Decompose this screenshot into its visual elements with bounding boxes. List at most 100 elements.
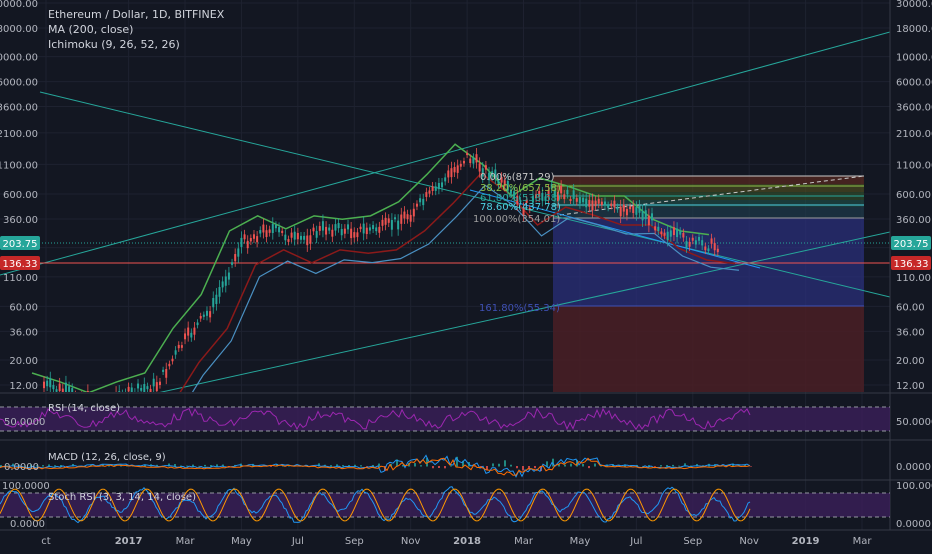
candle-body xyxy=(237,248,240,257)
rsi-left-value: 50.0000 xyxy=(4,417,45,428)
candle-body xyxy=(541,192,544,201)
candle-body xyxy=(509,189,512,194)
candle-body xyxy=(384,217,387,225)
candle-body xyxy=(459,163,462,167)
x-tick-label: 2019 xyxy=(792,536,820,547)
candle-body xyxy=(403,211,406,219)
macd-label[interactable]: MACD (12, 26, close, 9) xyxy=(48,452,166,463)
candle-body xyxy=(707,248,710,252)
candle-body xyxy=(456,165,459,173)
candle-body xyxy=(522,208,525,216)
y-tick-label: 30000.00 xyxy=(0,0,38,10)
macd-histogram-bar xyxy=(492,463,494,467)
candle-body xyxy=(713,243,716,251)
candle-body xyxy=(375,227,378,232)
candle-body xyxy=(394,217,397,220)
candle-body xyxy=(149,388,152,392)
candle-body xyxy=(434,186,437,191)
macd-histogram-bar xyxy=(54,465,56,467)
fib-labels: 0.00%(871.29) 38.20%(657.58) 61.80%(538.… xyxy=(473,172,561,314)
macd-histogram-bar xyxy=(60,464,62,467)
x-tick-label: May xyxy=(231,536,252,547)
candle-body xyxy=(513,191,516,199)
candle-body xyxy=(478,163,481,172)
macd-histogram-bar xyxy=(528,466,530,470)
ma-200-line xyxy=(191,184,740,392)
macd-histogram-bar xyxy=(276,463,278,467)
y-tick-label: 18000.00 xyxy=(0,24,38,35)
macd-histogram-bar xyxy=(438,466,440,468)
candle-body xyxy=(516,195,519,205)
candle-body xyxy=(676,228,679,238)
candle-body xyxy=(619,206,622,217)
candle-body xyxy=(199,316,202,319)
macd-histogram-bar xyxy=(210,465,212,467)
x-axis: ct 2017 Mar May Jul Sep Nov 2018 Mar May Jul Sep Nov… xyxy=(41,536,872,547)
rsi-path xyxy=(0,407,751,431)
stoch-k-line xyxy=(0,486,751,524)
macd-histogram-bar xyxy=(42,465,44,467)
macd-lines xyxy=(0,454,752,478)
study-ma[interactable]: MA (200, close) xyxy=(48,23,133,36)
x-tick-label: Nov xyxy=(401,536,421,547)
candle-body xyxy=(184,333,187,340)
chart-title[interactable]: Ethereum / Dollar, 1D, BITFINEX xyxy=(48,8,225,21)
candle-body xyxy=(315,231,318,238)
candle-body xyxy=(340,229,343,236)
candle-body xyxy=(397,220,400,230)
macd-histogram-bar xyxy=(72,463,74,467)
y-tick-label: 12.00 xyxy=(896,381,925,392)
candle-body xyxy=(212,298,215,308)
macd-histogram-bar xyxy=(648,465,650,467)
candle-body xyxy=(647,215,650,226)
macd-histogram-bar xyxy=(510,464,512,467)
macd-histogram-bar xyxy=(462,460,464,467)
candle-body xyxy=(698,236,701,241)
candle-body xyxy=(43,381,45,389)
macd-histogram-bar xyxy=(582,463,584,467)
x-tick-label: Jul xyxy=(629,536,642,547)
price-series xyxy=(31,143,740,392)
candle-body xyxy=(701,240,704,246)
macd-histogram-bar xyxy=(588,466,590,469)
candle-body xyxy=(218,287,221,297)
candle-body xyxy=(453,166,456,173)
macd-histogram-bar xyxy=(12,463,14,467)
stoch-label[interactable]: Stoch RSI (3, 3, 14, 14, close) xyxy=(48,492,196,503)
fib-box-2 xyxy=(553,184,864,192)
macd-histogram-bar xyxy=(270,466,272,467)
macd-histogram-bar xyxy=(558,464,560,467)
study-ichimoku[interactable]: Ichimoku (9, 26, 52, 26) xyxy=(48,38,180,51)
y-tick-label: 6000.00 xyxy=(0,78,38,89)
candle-body xyxy=(425,192,428,197)
candle-body xyxy=(52,384,55,390)
stoch-right-top: 100.0000 xyxy=(896,481,932,492)
candle-body xyxy=(224,276,227,286)
macd-histogram-bar xyxy=(666,465,668,467)
macd-histogram-bar xyxy=(744,464,746,467)
stoch-right-bottom: 0.0000 xyxy=(896,519,931,530)
macd-histogram-bar xyxy=(432,466,434,469)
macd-histogram-bar xyxy=(450,465,452,467)
candle-body xyxy=(447,170,450,178)
macd-histogram-bar xyxy=(198,465,200,467)
candle-body xyxy=(312,227,315,232)
macd-histogram-bar xyxy=(30,464,32,467)
fib-dashed-trend xyxy=(559,175,865,216)
candle-body xyxy=(575,198,578,202)
macd-histogram-bar xyxy=(180,465,182,467)
fib-box-4 xyxy=(553,200,864,207)
y-tick-label: 360.00 xyxy=(3,215,38,226)
trendline-lower xyxy=(159,231,890,392)
macd-histogram-bar xyxy=(186,465,188,467)
candle-body xyxy=(58,383,61,391)
macd-histogram-bar xyxy=(486,466,488,471)
candle-body xyxy=(309,235,312,244)
candle-body xyxy=(274,224,277,229)
y-tick-label: 3600.00 xyxy=(0,103,38,114)
candle-body xyxy=(535,194,538,199)
x-tick-label: Mar xyxy=(853,536,873,547)
rsi-label[interactable]: RSI (14, close) xyxy=(48,403,120,414)
